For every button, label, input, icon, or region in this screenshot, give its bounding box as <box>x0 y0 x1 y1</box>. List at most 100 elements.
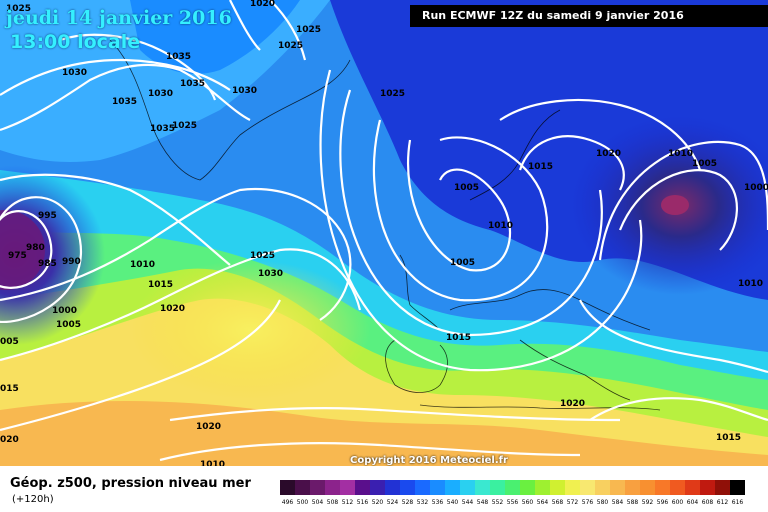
legend-value: 604 <box>687 499 699 506</box>
isobar-label: 020 <box>0 435 19 445</box>
isobar-label: 1005 <box>56 320 81 330</box>
legend-swatch <box>400 480 415 495</box>
legend-value: 508 <box>327 499 339 506</box>
isobar-label: 1030 <box>62 68 87 78</box>
legend-swatch <box>610 480 625 495</box>
legend-value: 560 <box>522 499 534 506</box>
isobar-label: 1015 <box>446 333 471 343</box>
isobar-label: 1030 <box>232 86 257 96</box>
legend-swatch <box>430 480 445 495</box>
legend-value: 592 <box>642 499 654 506</box>
legend-swatch <box>295 480 310 495</box>
legend-value: 532 <box>417 499 429 506</box>
legend-swatch <box>730 480 745 495</box>
legend-swatch <box>385 480 400 495</box>
legend-value: 520 <box>372 499 384 506</box>
isobar-label: 1020 <box>160 304 185 314</box>
legend-value: 552 <box>492 499 504 506</box>
field-low-west <box>0 165 105 345</box>
legend-swatch <box>580 480 595 495</box>
isobar-label: 1025 <box>380 89 405 99</box>
legend-value: 612 <box>717 499 729 506</box>
legend-value: 536 <box>432 499 444 506</box>
legend-swatch <box>355 480 370 495</box>
legend-swatch <box>595 480 610 495</box>
isobar-label: 1015 <box>148 280 173 290</box>
isobar-label: 1025 <box>250 251 275 261</box>
isobar-label: 1025 <box>6 4 31 14</box>
legend-value: 616 <box>732 499 744 506</box>
legend-value: 516 <box>357 499 369 506</box>
isobar-label: 1015 <box>528 162 553 172</box>
legend-value: 556 <box>507 499 519 506</box>
isobar-label: 1000 <box>52 306 77 316</box>
legend-swatch <box>655 480 670 495</box>
isobar-label: 995 <box>38 211 57 221</box>
legend-swatch <box>460 480 475 495</box>
legend-swatch <box>640 480 655 495</box>
legend-value: 580 <box>597 499 609 506</box>
isobar-label: 1035 <box>112 97 137 107</box>
color-scale-legend: 496 500 504 508 512 516 520 524 528 532 536 540 544 5… <box>280 480 745 506</box>
isobar-label: 1015 <box>716 433 741 443</box>
legend-value: 608 <box>702 499 714 506</box>
legend-swatch <box>565 480 580 495</box>
field-yellow-high <box>130 260 370 400</box>
isobar-label: 1035 <box>180 79 205 89</box>
legend-value: 512 <box>342 499 354 506</box>
legend-swatch <box>340 480 355 495</box>
legend-swatch <box>670 480 685 495</box>
isobar-label: 1000 <box>744 183 768 193</box>
isobar-label: 1005 <box>450 258 475 268</box>
legend-value: 504 <box>312 499 324 506</box>
legend-value: 544 <box>462 499 474 506</box>
legend-value: 596 <box>657 499 669 506</box>
legend-value: 540 <box>447 499 459 506</box>
isobar-label: 985 <box>38 259 57 269</box>
forecast-time: 13:00 locale <box>10 31 141 53</box>
isobar-label: 1025 <box>278 41 303 51</box>
copyright-text: Copyright 2016 Meteociel.fr <box>350 455 508 466</box>
legend-value: 524 <box>387 499 399 506</box>
isobar-label: 1025 <box>296 25 321 35</box>
isobar-label: 990 <box>62 257 81 267</box>
isobar-label: 1035 <box>150 124 175 134</box>
legend-value: 548 <box>477 499 489 506</box>
legend-value: 496 <box>282 499 294 506</box>
isobar-label: 1020 <box>560 399 585 409</box>
legend-swatch <box>550 480 565 495</box>
isobar-label: 1020 <box>196 422 221 432</box>
legend-footer: Géop. z500, pression niveau mer (+120h) … <box>0 466 768 512</box>
isobar-label: 1005 <box>454 183 479 193</box>
isobar-label: 1030 <box>148 89 173 99</box>
field-low-east-core <box>661 195 689 215</box>
isobar-label: 1020 <box>250 0 275 9</box>
isobar-label: 005 <box>0 337 19 347</box>
run-info-text: Run ECMWF 12Z du samedi 9 janvier 2016 <box>422 9 684 22</box>
legend-swatch <box>505 480 520 495</box>
isobar-label: 1020 <box>596 149 621 159</box>
isobar-label: 1005 <box>692 159 717 169</box>
legend-swatch <box>490 480 505 495</box>
isobar-label: 980 <box>26 243 45 253</box>
legend-swatch <box>625 480 640 495</box>
legend-value: 588 <box>627 499 639 506</box>
legend-value: 500 <box>297 499 309 506</box>
isobar-label: 1025 <box>172 121 197 131</box>
legend-value: 600 <box>672 499 684 506</box>
isobar-labels: 1025 1020 1025 1030 1035 1035 1030 1035 … <box>0 0 768 466</box>
isobar-label: 1010 <box>738 279 763 289</box>
legend-swatch <box>685 480 700 495</box>
legend-swatch <box>520 480 535 495</box>
legend-value: 584 <box>612 499 624 506</box>
legend-swatch <box>445 480 460 495</box>
legend-value: 564 <box>537 499 549 506</box>
legend-value: 528 <box>402 499 414 506</box>
isobar-label: 1010 <box>130 260 155 270</box>
field-arctic-2 <box>130 0 300 74</box>
isobar-label: 1035 <box>166 52 191 62</box>
isobar-label: 1010 <box>668 149 693 159</box>
legend-value: 576 <box>582 499 594 506</box>
isobar-label: 975 <box>8 251 27 261</box>
legend-swatch <box>475 480 490 495</box>
